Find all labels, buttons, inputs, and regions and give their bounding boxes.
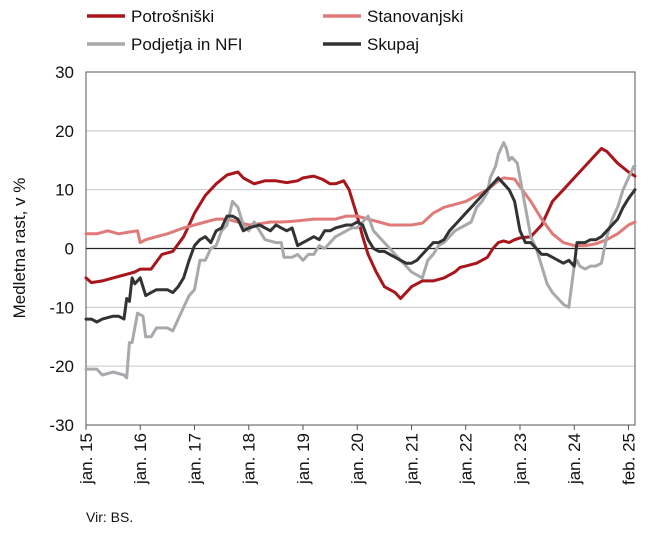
y-tick-label: -10 — [49, 298, 74, 317]
plot-frame — [85, 71, 636, 426]
y-tick-label: 10 — [55, 181, 74, 200]
x-tick-label: jan. 21 — [402, 433, 421, 485]
x-tick-label: jan. 16 — [131, 433, 150, 485]
y-tick-label: 0 — [65, 240, 74, 259]
x-axis-ticks: jan. 15 jan. 16 jan. 17 jan. 18 jan. 19 jan. … — [77, 425, 638, 485]
series-line-4 — [84, 176, 637, 324]
x-tick-label: jan. 23 — [511, 433, 530, 485]
x-tick-label: jan. 17 — [185, 433, 204, 485]
y-tick-label: 20 — [55, 122, 74, 141]
legend: Potrošniški Stanovanjski Podjetja in NFI Sk… — [87, 7, 463, 54]
legend-label: Potrošniški — [131, 7, 214, 26]
y-axis-ticks: 30 20 10 0 -10 -20 -30 — [49, 63, 74, 435]
legend-label: Skupaj — [367, 35, 419, 54]
x-tick-label: jan. 18 — [240, 433, 259, 485]
series-line-3 — [84, 141, 637, 380]
plot-border — [85, 71, 636, 426]
x-tick-label: jan. 24 — [565, 433, 584, 485]
x-tick-label: feb. 25 — [619, 433, 638, 485]
x-tick-label: jan. 20 — [348, 433, 367, 485]
x-tick-label: jan. 19 — [294, 433, 313, 485]
y-tick-label: 30 — [55, 63, 74, 82]
series-line-2 — [84, 176, 637, 248]
x-tick-label: jan. 22 — [457, 433, 476, 485]
x-tick-label: jan. 15 — [77, 433, 96, 485]
y-tick-label: -30 — [49, 416, 74, 435]
source-note: Vir: BS. — [86, 509, 134, 525]
y-tick-label: -20 — [49, 357, 74, 376]
series-lines — [84, 141, 637, 380]
y-axis-label: Medletna rast, v % — [10, 178, 29, 319]
legend-label: Podjetja in NFI — [131, 35, 243, 54]
legend-label: Stanovanjski — [367, 7, 463, 26]
